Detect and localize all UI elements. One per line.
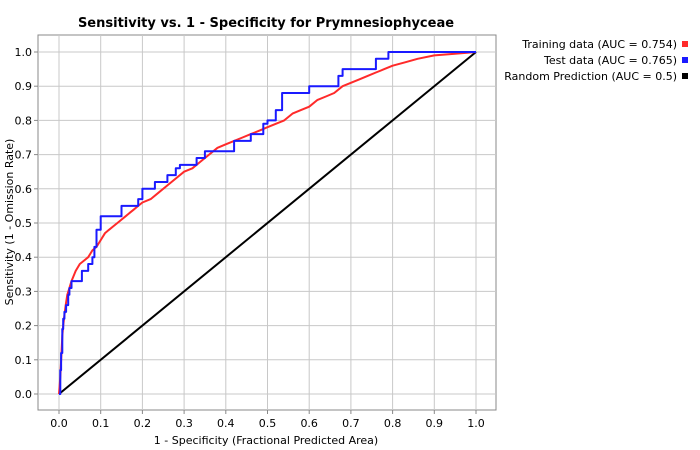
x-tick-label: 0.7 (342, 417, 360, 430)
x-tick-label: 1.0 (467, 417, 485, 430)
x-tick-label: 0.6 (300, 417, 318, 430)
training-data-line (58, 51, 477, 395)
y-tick-label: 0.7 (15, 149, 33, 162)
x-tick-label: 0.2 (134, 417, 152, 430)
x-tick-label: 0.0 (50, 417, 68, 430)
axis-ticks: 0.0 0.1 0.2 0.3 0.4 0.5 0.6 0.7 0.8 0.9 1.0 0.0 0.1 0… (15, 46, 485, 430)
x-tick-label: 0.9 (426, 417, 444, 430)
y-tick-label: 0.5 (15, 217, 33, 230)
legend-training-label: Training data (AUC = 0.754) (521, 38, 677, 51)
y-tick-label: 0.8 (15, 114, 33, 127)
x-tick-label: 0.1 (92, 417, 110, 430)
y-tick-label: 0.3 (15, 285, 33, 298)
legend-test-label: Test data (AUC = 0.765) (543, 54, 677, 67)
grid-lines (38, 35, 496, 410)
legend-random-label: Random Prediction (AUC = 0.5) (504, 70, 677, 83)
x-tick-label: 0.8 (384, 417, 402, 430)
x-tick-label: 0.3 (175, 417, 193, 430)
x-tick-label: 0.4 (217, 417, 235, 430)
y-tick-label: 0.6 (15, 183, 33, 196)
test-data-line (59, 51, 476, 395)
y-tick-label: 0.2 (15, 320, 33, 333)
legend-training-swatch (682, 41, 688, 47)
legend-test-swatch (682, 57, 688, 63)
legend: Training data (AUC = 0.754) Test data (AU… (504, 38, 688, 83)
y-tick-label: 0.9 (15, 80, 33, 93)
y-tick-label: 0.1 (15, 354, 33, 367)
y-axis-label: Sensitivity (1 - Omission Rate) (3, 139, 16, 306)
chart-title: Sensitivity vs. 1 - Specificity for Prym… (78, 16, 454, 31)
legend-random-swatch (682, 73, 688, 79)
y-tick-label: 0.4 (15, 251, 33, 264)
series-lines (58, 51, 477, 395)
y-tick-label: 0.0 (15, 388, 33, 401)
random-prediction-line (58, 51, 477, 395)
x-axis-label: 1 - Specificity (Fractional Predicted Ar… (154, 434, 378, 447)
x-tick-label: 0.5 (259, 417, 277, 430)
y-tick-label: 1.0 (15, 46, 33, 59)
